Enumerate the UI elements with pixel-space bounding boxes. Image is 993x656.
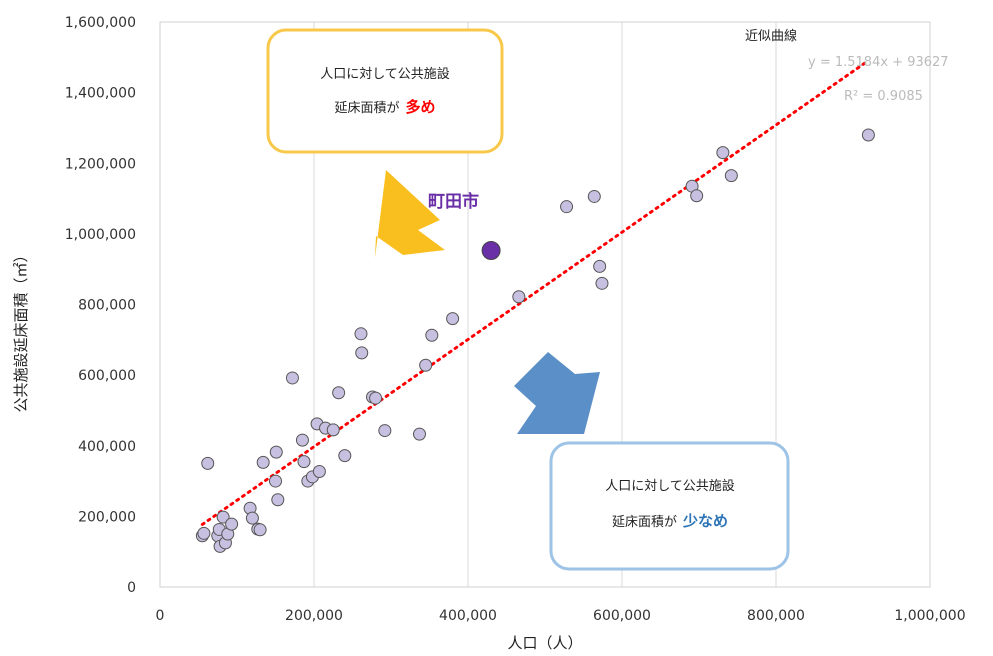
trendline: [200, 59, 870, 526]
callout-more-line1: 人口に対して公共施設: [320, 66, 450, 82]
data-points: [195, 128, 875, 553]
y-tick-label: 1,600,000: [65, 15, 136, 31]
y-tick-label: 1,000,000: [65, 227, 136, 243]
data-point: [271, 493, 285, 507]
plot-area: [159, 21, 931, 588]
data-point: [861, 128, 875, 142]
data-point: [216, 510, 230, 524]
y-tick-label: 600,000: [78, 368, 136, 384]
data-point: [446, 312, 460, 326]
y-tick-label: 1,200,000: [65, 156, 136, 172]
y-tick-label: 200,000: [78, 509, 136, 525]
data-point: [595, 276, 609, 290]
y-tick-label: 0: [127, 580, 136, 596]
highlight-point: [481, 240, 501, 260]
trendline-label: 近似曲線: [745, 28, 797, 44]
x-axis-title: 人口（人）: [507, 634, 582, 652]
x-tick-label: 800,000: [747, 608, 805, 624]
data-point: [225, 517, 239, 531]
data-point: [512, 290, 526, 304]
data-point: [326, 423, 340, 437]
callout-less-text: 延床面積が: [612, 515, 677, 530]
callout-less-line1: 人口に対して公共施設: [605, 478, 735, 494]
x-tick-label: 0: [156, 608, 165, 624]
data-point: [197, 526, 211, 540]
data-point: [587, 189, 601, 203]
data-point: [716, 146, 730, 160]
x-tick-label: 600,000: [593, 608, 651, 624]
y-axis-ticks: 0 200,000 400,000 600,000 800,000 1,000,000 1,…: [65, 15, 136, 596]
highlight-label: 町田市: [428, 191, 479, 212]
y-tick-label: 400,000: [78, 439, 136, 455]
y-tick-label: 800,000: [78, 298, 136, 314]
data-point: [690, 189, 704, 203]
arrow-down-right-icon: [514, 352, 600, 434]
callout-less-line2: 延床面積が 少なめ: [612, 512, 728, 530]
callout-less-box: [549, 441, 790, 571]
data-point: [412, 427, 426, 441]
data-point: [201, 456, 215, 470]
data-point: [253, 523, 267, 537]
y-tick-label: 1,400,000: [65, 86, 136, 102]
data-point: [338, 449, 352, 463]
data-point: [269, 474, 282, 488]
trendline-r2: R² = 0.9085: [844, 89, 923, 104]
x-tick-label: 400,000: [439, 608, 497, 624]
data-point: [724, 169, 738, 183]
data-point: [269, 445, 283, 459]
callout-more-text: 延床面積が: [334, 101, 399, 116]
data-point: [354, 327, 368, 341]
callout-more-box: [266, 28, 504, 154]
arrow-up-left-icon: [375, 170, 445, 258]
data-point: [295, 433, 309, 447]
callout-more-line2: 延床面積が 多め: [334, 98, 435, 116]
data-point: [355, 346, 369, 360]
data-point: [256, 455, 270, 469]
data-point: [378, 424, 392, 438]
data-point: [332, 386, 346, 400]
y-axis-title: 公共施設延床面積（㎡）: [12, 247, 30, 412]
data-point: [419, 358, 433, 372]
callout-more-emphasis: 多め: [406, 98, 436, 116]
data-point: [560, 200, 574, 214]
data-point: [245, 511, 259, 525]
data-point: [593, 259, 607, 273]
data-point: [312, 465, 326, 479]
x-tick-label: 1,000,000: [894, 608, 965, 624]
x-axis-ticks: 0 200,000 400,000 600,000 800,000 1,000,000: [156, 608, 966, 624]
data-point: [285, 371, 299, 385]
data-point: [369, 391, 383, 405]
callout-less-emphasis: 少なめ: [682, 512, 728, 530]
data-point: [297, 455, 311, 469]
data-point: [425, 328, 439, 342]
x-tick-label: 200,000: [285, 608, 343, 624]
trendline-equation: y = 1.5184x + 93627: [808, 55, 949, 70]
